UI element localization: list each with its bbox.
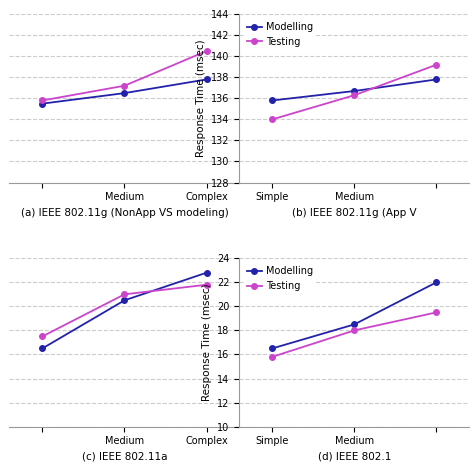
Line: Testing: Testing	[269, 310, 439, 360]
Testing	[121, 83, 127, 89]
Testing	[352, 328, 357, 333]
Legend: Modelling, Testing: Modelling, Testing	[244, 263, 316, 294]
Testing	[204, 48, 210, 54]
Line: Testing: Testing	[269, 62, 439, 122]
Testing	[269, 354, 275, 360]
Line: Modelling: Modelling	[269, 77, 439, 103]
Modelling	[434, 280, 439, 285]
Modelling	[204, 77, 210, 82]
Line: Testing: Testing	[39, 282, 210, 339]
Modelling	[269, 98, 275, 103]
Testing	[121, 292, 127, 297]
Legend: Modelling, Testing: Modelling, Testing	[244, 19, 316, 50]
X-axis label: (d) IEEE 802.1: (d) IEEE 802.1	[318, 452, 391, 462]
Modelling	[121, 298, 127, 303]
Testing	[39, 334, 45, 339]
X-axis label: (a) IEEE 802.11g (NonApp VS modeling): (a) IEEE 802.11g (NonApp VS modeling)	[20, 208, 228, 218]
Y-axis label: Response Time (msec): Response Time (msec)	[201, 283, 211, 401]
X-axis label: (b) IEEE 802.11g (App V: (b) IEEE 802.11g (App V	[292, 208, 417, 218]
Modelling	[434, 77, 439, 82]
Modelling	[204, 270, 210, 275]
Line: Modelling: Modelling	[39, 270, 210, 351]
Y-axis label: Response Time (msec): Response Time (msec)	[196, 39, 206, 157]
Testing	[204, 282, 210, 288]
Modelling	[352, 321, 357, 327]
Testing	[39, 98, 45, 103]
Line: Testing: Testing	[39, 48, 210, 103]
Testing	[434, 62, 439, 68]
Modelling	[269, 346, 275, 351]
Line: Modelling: Modelling	[39, 77, 210, 107]
Testing	[352, 92, 357, 98]
X-axis label: (c) IEEE 802.11a: (c) IEEE 802.11a	[82, 452, 167, 462]
Modelling	[39, 346, 45, 351]
Testing	[269, 117, 275, 122]
Modelling	[39, 101, 45, 107]
Testing	[434, 310, 439, 315]
Modelling	[121, 90, 127, 96]
Line: Modelling: Modelling	[269, 280, 439, 351]
Modelling	[352, 88, 357, 94]
